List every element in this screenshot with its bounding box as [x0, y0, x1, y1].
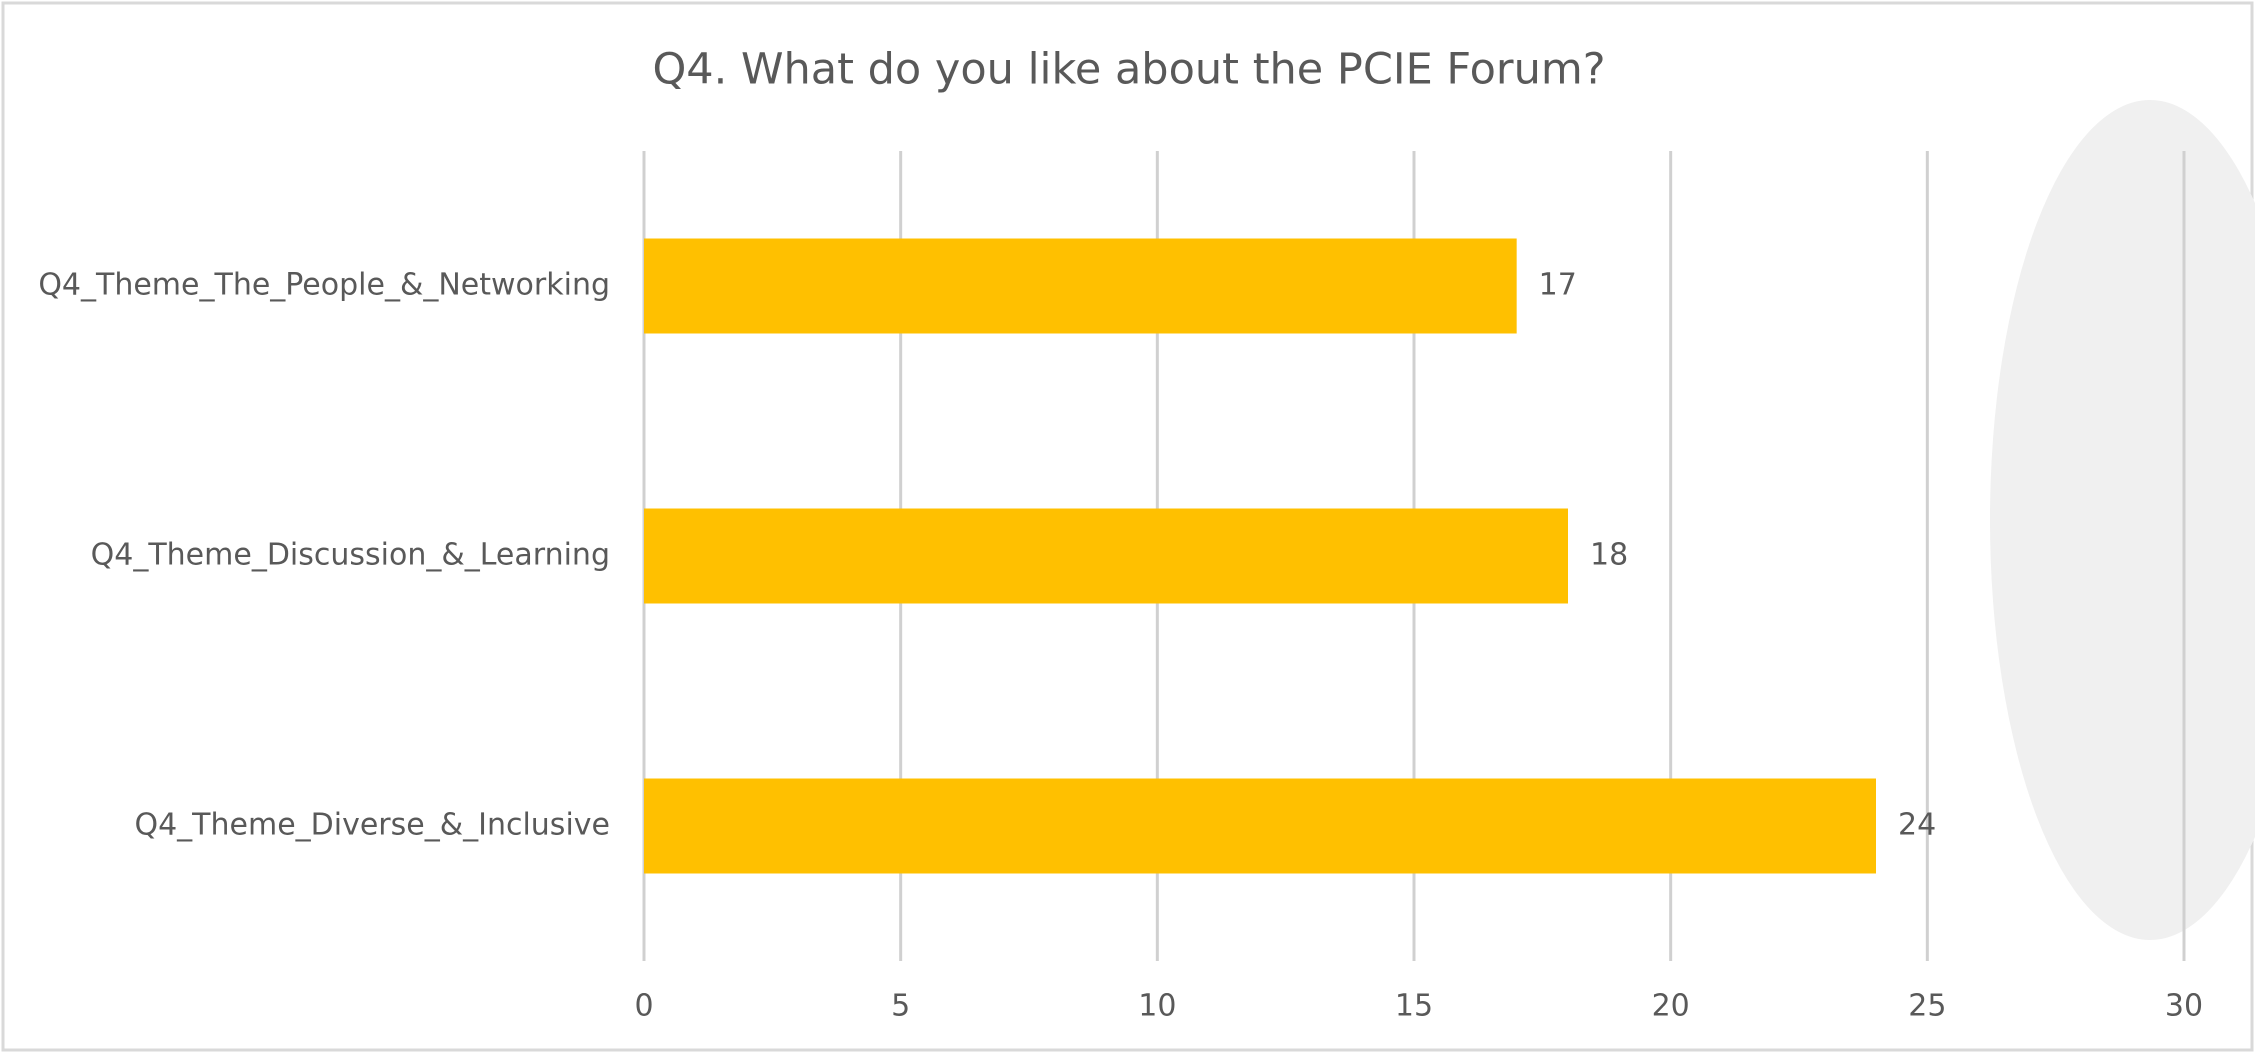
data-label: 17 — [1539, 268, 1577, 303]
bar — [644, 238, 1517, 334]
x-tick-label: 25 — [1908, 989, 1946, 1024]
bar — [644, 778, 1876, 874]
y-tick-label: Q4_Theme_Discussion_&_Learning — [91, 538, 610, 573]
y-tick-label: Q4_Theme_Diverse_&_Inclusive — [134, 808, 610, 843]
chart-title: Q4. What do you like about the PCIE Foru… — [652, 45, 1605, 95]
y-tick-label: Q4_Theme_The_People_&_Networking — [38, 268, 610, 303]
data-label: 18 — [1590, 538, 1628, 573]
background-decoration — [1990, 100, 2255, 940]
x-tick-label: 15 — [1395, 989, 1433, 1024]
x-tick-label: 0 — [634, 989, 653, 1024]
x-tick-label: 10 — [1138, 989, 1176, 1024]
x-tick-label: 30 — [2165, 989, 2203, 1024]
data-label: 24 — [1898, 808, 1936, 843]
bar — [644, 508, 1568, 604]
x-tick-label: 5 — [891, 989, 910, 1024]
x-tick-label: 20 — [1652, 989, 1690, 1024]
